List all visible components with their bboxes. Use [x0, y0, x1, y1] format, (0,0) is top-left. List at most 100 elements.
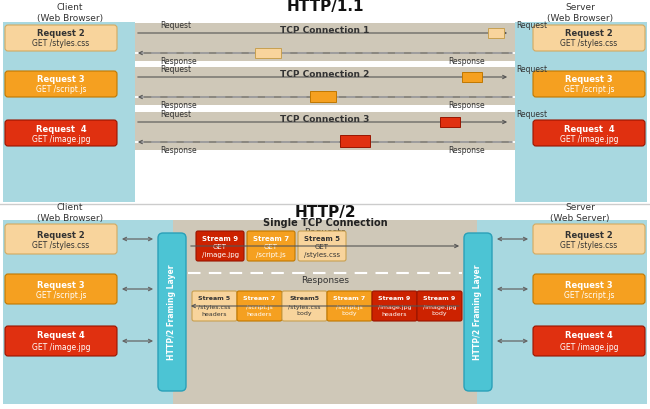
Text: /styles.css: /styles.css	[198, 304, 231, 310]
Text: GET /image.jpg: GET /image.jpg	[32, 135, 90, 144]
Text: Request 3: Request 3	[37, 76, 84, 85]
FancyBboxPatch shape	[417, 291, 462, 321]
Text: Request 4: Request 4	[565, 332, 613, 341]
Text: Stream 5: Stream 5	[304, 236, 340, 242]
FancyBboxPatch shape	[237, 291, 282, 321]
Text: Request 2: Request 2	[565, 231, 613, 240]
Text: TCP Connection 2: TCP Connection 2	[280, 70, 370, 79]
FancyBboxPatch shape	[533, 71, 645, 97]
Text: /script.js: /script.js	[256, 252, 286, 258]
Bar	[135, 112, 515, 150]
Bar	[135, 23, 515, 61]
Text: Request 3: Request 3	[566, 281, 613, 290]
FancyBboxPatch shape	[327, 291, 372, 321]
Text: Responses: Responses	[301, 276, 349, 285]
Text: Request: Request	[160, 110, 191, 119]
Bar	[340, 135, 370, 147]
Text: Single TCP Connection: Single TCP Connection	[263, 218, 387, 228]
Text: /styles.css: /styles.css	[288, 304, 320, 310]
Text: Stream 7: Stream 7	[243, 297, 276, 301]
Text: GET /image.jpg: GET /image.jpg	[32, 342, 90, 351]
Text: Request  4: Request 4	[36, 124, 86, 133]
Text: /image.jpg: /image.jpg	[202, 252, 239, 258]
Text: HTTP/1.1: HTTP/1.1	[286, 0, 364, 14]
FancyBboxPatch shape	[533, 25, 645, 51]
Text: headers: headers	[202, 312, 228, 317]
FancyBboxPatch shape	[533, 274, 645, 304]
Text: body: body	[296, 312, 312, 317]
Text: Response: Response	[160, 146, 196, 155]
Bar	[462, 72, 482, 82]
Text: GET /image.jpg: GET /image.jpg	[560, 342, 618, 351]
Bar	[477, 220, 647, 404]
Text: Stream 9: Stream 9	[202, 236, 238, 242]
FancyBboxPatch shape	[372, 291, 417, 321]
Text: Server
(Web Browser): Server (Web Browser)	[547, 3, 613, 23]
Text: Stream 9: Stream 9	[423, 297, 456, 301]
FancyBboxPatch shape	[247, 231, 295, 261]
Text: Request: Request	[516, 110, 547, 119]
Text: GET /styles.css: GET /styles.css	[560, 40, 617, 49]
Text: GET: GET	[264, 244, 278, 250]
Text: Request 2: Request 2	[37, 231, 85, 240]
FancyBboxPatch shape	[158, 233, 186, 391]
Text: Response: Response	[160, 101, 196, 110]
Text: GET: GET	[315, 244, 329, 250]
Text: Server
(Web Server): Server (Web Server)	[551, 203, 610, 222]
Text: Request: Request	[160, 21, 191, 30]
Text: GET: GET	[213, 244, 227, 250]
FancyBboxPatch shape	[282, 291, 327, 321]
Bar	[440, 117, 460, 127]
Bar	[3, 22, 135, 202]
Text: Request 2: Request 2	[37, 29, 85, 38]
Text: /image.jpg: /image.jpg	[378, 304, 411, 310]
Text: Client
(Web Browser): Client (Web Browser)	[37, 203, 103, 222]
Text: GET /styles.css: GET /styles.css	[560, 241, 617, 250]
FancyBboxPatch shape	[196, 231, 244, 261]
Text: Requests: Requests	[304, 228, 346, 237]
FancyBboxPatch shape	[5, 120, 117, 146]
FancyBboxPatch shape	[5, 71, 117, 97]
Text: Stream 7: Stream 7	[333, 297, 365, 301]
Bar	[255, 48, 281, 58]
Text: TCP Connection 1: TCP Connection 1	[280, 26, 370, 35]
Text: HTTP/2 Framing Layer: HTTP/2 Framing Layer	[168, 264, 177, 360]
Text: /image.jpg: /image.jpg	[422, 304, 456, 310]
Text: HTTP/2: HTTP/2	[294, 205, 356, 220]
Text: GET /script.js: GET /script.js	[36, 292, 86, 301]
Text: Stream 9: Stream 9	[378, 297, 411, 301]
Text: Request 4: Request 4	[37, 332, 85, 341]
FancyBboxPatch shape	[464, 233, 492, 391]
Text: body: body	[342, 312, 358, 317]
FancyBboxPatch shape	[533, 120, 645, 146]
Bar	[135, 67, 515, 105]
FancyBboxPatch shape	[5, 224, 117, 254]
Text: /styles.css: /styles.css	[304, 252, 340, 258]
FancyBboxPatch shape	[533, 326, 645, 356]
FancyBboxPatch shape	[5, 274, 117, 304]
FancyBboxPatch shape	[192, 291, 237, 321]
Text: GET /styles.css: GET /styles.css	[32, 40, 90, 49]
Text: /script.js: /script.js	[336, 304, 363, 310]
Text: Stream5: Stream5	[289, 297, 320, 301]
Text: /script.js: /script.js	[246, 304, 273, 310]
Text: Request: Request	[516, 65, 547, 74]
Text: GET /script.js: GET /script.js	[36, 85, 86, 94]
FancyBboxPatch shape	[533, 224, 645, 254]
Text: Request: Request	[516, 21, 547, 30]
Text: Stream 7: Stream 7	[253, 236, 289, 242]
FancyBboxPatch shape	[298, 231, 346, 261]
Text: body: body	[432, 312, 447, 317]
Text: GET /script.js: GET /script.js	[564, 292, 614, 301]
Text: Request  4: Request 4	[564, 124, 614, 133]
Text: Response: Response	[448, 146, 485, 155]
Text: Request: Request	[160, 65, 191, 74]
Text: GET /script.js: GET /script.js	[564, 85, 614, 94]
Bar	[310, 91, 336, 102]
Text: Request 3: Request 3	[37, 281, 84, 290]
Text: Stream 5: Stream 5	[198, 297, 231, 301]
Text: headers: headers	[382, 312, 408, 317]
Text: HTTP/2 Framing Layer: HTTP/2 Framing Layer	[473, 264, 482, 360]
Bar	[488, 28, 504, 38]
Text: Response: Response	[448, 57, 485, 66]
